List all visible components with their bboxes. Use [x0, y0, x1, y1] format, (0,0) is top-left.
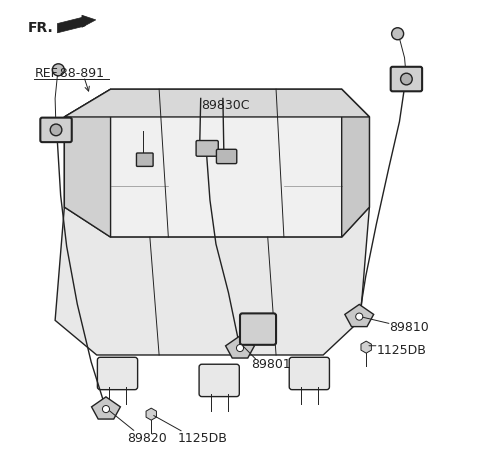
Polygon shape [92, 397, 120, 419]
FancyBboxPatch shape [40, 118, 72, 142]
Text: 1125DB: 1125DB [376, 344, 426, 357]
Text: 89810: 89810 [389, 321, 429, 334]
FancyBboxPatch shape [289, 357, 329, 390]
FancyBboxPatch shape [196, 140, 218, 156]
Circle shape [52, 64, 64, 76]
Polygon shape [82, 15, 96, 27]
FancyBboxPatch shape [97, 357, 138, 390]
FancyBboxPatch shape [216, 149, 237, 164]
FancyBboxPatch shape [136, 153, 153, 166]
Polygon shape [342, 89, 370, 237]
Polygon shape [146, 408, 156, 420]
Circle shape [237, 345, 243, 352]
Polygon shape [55, 207, 370, 355]
FancyBboxPatch shape [240, 313, 276, 345]
FancyBboxPatch shape [199, 364, 240, 397]
Text: REF.88-891: REF.88-891 [34, 66, 104, 80]
Text: 89830C: 89830C [201, 99, 249, 112]
Circle shape [392, 28, 404, 40]
Text: 89801: 89801 [252, 358, 291, 371]
Text: 89820: 89820 [127, 432, 167, 445]
Circle shape [102, 405, 109, 412]
Text: 1125DB: 1125DB [178, 432, 228, 445]
Polygon shape [58, 17, 85, 33]
Circle shape [401, 73, 412, 85]
Polygon shape [64, 89, 110, 237]
Polygon shape [361, 341, 372, 353]
FancyBboxPatch shape [391, 67, 422, 91]
Polygon shape [64, 89, 370, 237]
Text: FR.: FR. [27, 21, 53, 35]
Circle shape [356, 313, 363, 320]
Polygon shape [345, 305, 373, 326]
Polygon shape [226, 336, 254, 358]
Polygon shape [64, 89, 370, 117]
Circle shape [50, 124, 62, 136]
